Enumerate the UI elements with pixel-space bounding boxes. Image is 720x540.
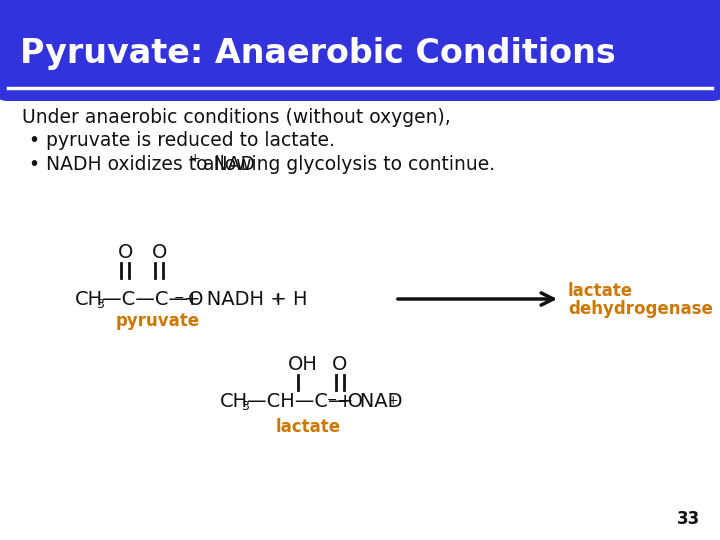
Text: —C—C—O: —C—C—O	[102, 290, 204, 309]
Text: 3: 3	[96, 298, 104, 311]
Text: pyruvate: pyruvate	[116, 312, 200, 330]
Text: Under anaerobic conditions (without oxygen),: Under anaerobic conditions (without oxyg…	[22, 108, 451, 127]
FancyBboxPatch shape	[0, 0, 720, 101]
Text: 33: 33	[677, 510, 700, 528]
Text: +: +	[189, 152, 200, 165]
Text: O: O	[118, 243, 134, 262]
Text: CH: CH	[220, 392, 248, 411]
Text: lactate: lactate	[276, 418, 341, 436]
Text: •: •	[28, 131, 39, 150]
Text: O: O	[333, 355, 348, 374]
Text: 3: 3	[241, 400, 249, 413]
Text: NADH oxidizes to NAD: NADH oxidizes to NAD	[46, 155, 255, 174]
Text: CH: CH	[75, 290, 103, 309]
Text: dehydrogenase: dehydrogenase	[568, 300, 713, 318]
Text: −: −	[174, 292, 184, 305]
Text: + NAD: + NAD	[337, 392, 402, 411]
Text: •: •	[28, 155, 39, 174]
Text: + NADH + H: + NADH + H	[184, 290, 307, 309]
Text: —CH—C—O: —CH—C—O	[247, 392, 363, 411]
Text: pyruvate is reduced to lactate.: pyruvate is reduced to lactate.	[46, 131, 335, 150]
Text: allowing glycolysis to continue.: allowing glycolysis to continue.	[197, 155, 495, 174]
Text: Pyruvate: Anaerobic Conditions: Pyruvate: Anaerobic Conditions	[20, 37, 616, 71]
Text: +: +	[272, 292, 283, 305]
Text: OH: OH	[288, 355, 318, 374]
Text: lactate: lactate	[568, 282, 633, 300]
Text: O: O	[153, 243, 168, 262]
Text: −: −	[327, 394, 338, 407]
Text: +: +	[388, 394, 399, 407]
